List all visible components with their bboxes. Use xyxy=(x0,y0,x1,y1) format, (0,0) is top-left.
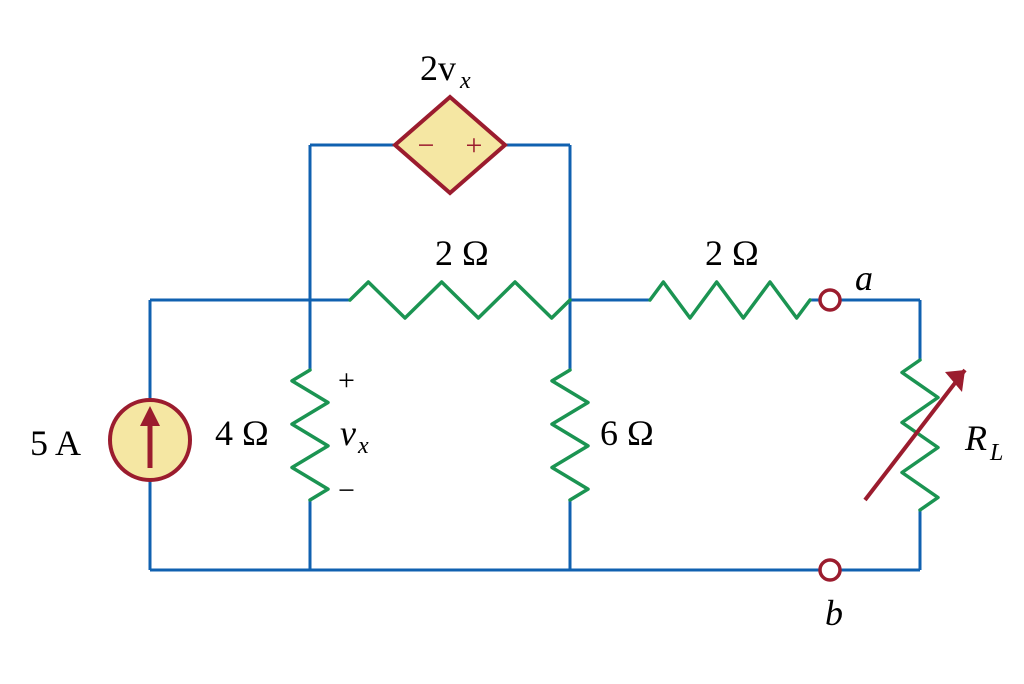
resistor-load xyxy=(902,360,938,510)
svg-text:+: + xyxy=(466,129,483,162)
wires xyxy=(150,145,920,570)
resistors xyxy=(292,282,938,510)
label-vx: v xyxy=(340,413,356,453)
dependent-source xyxy=(395,97,505,193)
label-depsrc: 2v xyxy=(420,48,456,88)
svg-text:x: x xyxy=(459,68,471,94)
label-term-b: b xyxy=(825,593,843,633)
svg-text:+: + xyxy=(338,364,355,397)
label-isrc: 5 A xyxy=(30,423,81,463)
label-r2a: 2 Ω xyxy=(435,233,489,273)
svg-text:L: L xyxy=(989,440,1003,466)
terminal-a xyxy=(820,290,840,310)
resistor-4ohm xyxy=(292,370,328,500)
svg-text:x: x xyxy=(357,433,369,459)
resistor-2ohm-b xyxy=(650,282,810,318)
label-rl: R xyxy=(964,418,987,458)
label-term-a: a xyxy=(855,258,873,298)
label-r4: 4 Ω xyxy=(215,413,269,453)
label-r2b: 2 Ω xyxy=(705,233,759,273)
current-source xyxy=(110,400,190,480)
svg-text:−: − xyxy=(338,474,355,507)
label-r6: 6 Ω xyxy=(600,413,654,453)
terminal-b xyxy=(820,560,840,580)
svg-text:−: − xyxy=(418,129,435,162)
resistor-6ohm xyxy=(552,370,588,500)
resistor-2ohm-a xyxy=(350,282,570,318)
